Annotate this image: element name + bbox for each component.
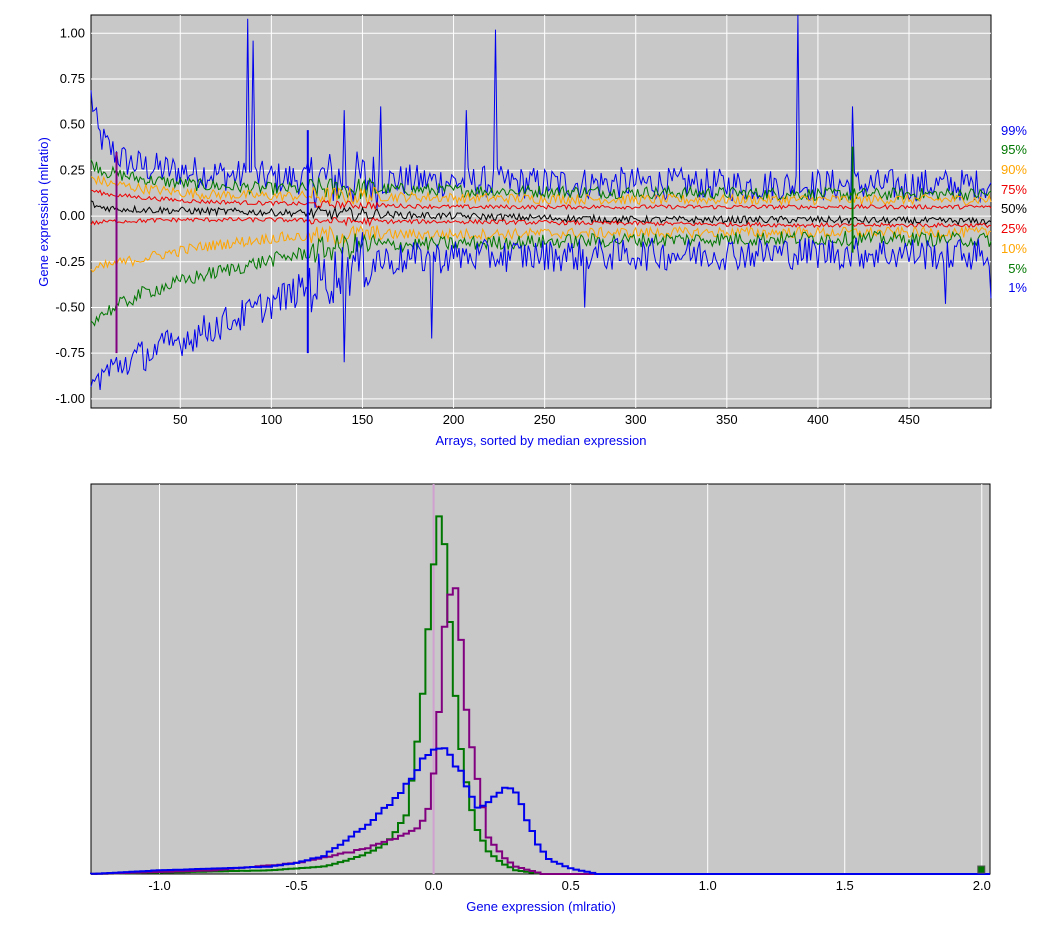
histogram-x-tick-label: 0.5	[562, 878, 580, 893]
histogram-series	[90, 484, 990, 875]
percentile-y-tick-label: -0.25	[55, 254, 85, 269]
percentile-legend-label: 75%	[1001, 182, 1027, 197]
percentile-x-tick-label: 400	[807, 412, 829, 427]
percentile-series-line	[90, 225, 991, 273]
percentile-series-line	[90, 216, 992, 229]
percentile-x-tick-label: 250	[534, 412, 556, 427]
percentile-grid	[91, 15, 991, 408]
histogram-chart: -1.0 -0.5 0.0 0.5 1.0 1.5 2.0 Gene expression …	[90, 483, 991, 914]
percentile-plot-area	[90, 14, 992, 409]
percentile-y-tick-label: 0.00	[60, 208, 85, 223]
histogram-x-axis-label: Gene expression (mlratio)	[466, 899, 616, 914]
percentile-series-line	[90, 232, 992, 391]
percentile-x-tick-label: 150	[352, 412, 374, 427]
percentile-x-tick-label: 50	[173, 412, 187, 427]
percentile-legend-label: 99%	[1001, 123, 1027, 138]
histogram-series-line	[90, 747, 990, 875]
histogram-x-tick-label: 1.0	[699, 878, 717, 893]
percentile-x-tick-label: 100	[261, 412, 283, 427]
percentile-legend-label: 50%	[1001, 201, 1027, 216]
percentile-y-tick-label: 1.00	[60, 25, 85, 40]
histogram-plot-area	[90, 483, 991, 875]
percentile-series-line	[90, 175, 992, 207]
percentile-y-axis-label: Gene expression (mlratio)	[36, 137, 51, 287]
histogram-x-tick-label: -0.5	[285, 878, 307, 893]
histogram-x-tick-label: 2.0	[973, 878, 991, 893]
percentile-legend-label: 25%	[1001, 221, 1027, 236]
percentile-x-axis-label: Arrays, sorted by median expression	[436, 433, 647, 448]
percentile-legend: 99% 95% 90% 75% 50% 25% 10% 5% 1%	[1001, 123, 1027, 295]
percentile-y-tick-label: 0.50	[60, 117, 85, 132]
percentile-x-tick-label: 300	[625, 412, 647, 427]
histogram-x-tick-label: 0.0	[425, 878, 443, 893]
percentile-x-tick-label: 350	[716, 412, 738, 427]
percentile-series-line	[90, 189, 992, 211]
percentile-y-ticks: -1.00 -0.75 -0.50 -0.25 0.00 0.25 0.50 0.75 1.00	[55, 25, 85, 406]
percentile-x-ticks: 50 100 150 200 250 300 350 400 450	[173, 412, 920, 427]
percentile-series-line	[90, 200, 992, 226]
histogram-x-tick-label: -1.0	[148, 878, 170, 893]
percentile-x-tick-label: 200	[443, 412, 465, 427]
percentile-y-tick-label: -1.00	[55, 391, 85, 406]
percentile-series	[90, 14, 992, 391]
percentile-y-tick-label: -0.75	[55, 345, 85, 360]
percentile-legend-label: 95%	[1001, 142, 1027, 157]
percentile-legend-label: 1%	[1008, 280, 1027, 295]
histogram-overflow-bin	[977, 865, 986, 874]
percentile-y-tick-label: -0.50	[55, 299, 85, 314]
histogram-x-tick-label: 1.5	[836, 878, 854, 893]
percentile-y-tick-label: 0.25	[60, 162, 85, 177]
percentile-legend-label: 90%	[1001, 162, 1027, 177]
percentile-x-tick-label: 450	[898, 412, 920, 427]
percentile-y-tick-label: 0.75	[60, 71, 85, 86]
percentile-series-line	[90, 230, 992, 327]
percentile-legend-label: 5%	[1008, 261, 1027, 276]
histogram-x-ticks: -1.0 -0.5 0.0 0.5 1.0 1.5 2.0	[148, 878, 990, 893]
percentile-legend-label: 10%	[1001, 241, 1027, 256]
percentile-chart: -1.00 -0.75 -0.50 -0.25 0.00 0.25 0.50 0.75 1.00…	[36, 14, 1027, 448]
